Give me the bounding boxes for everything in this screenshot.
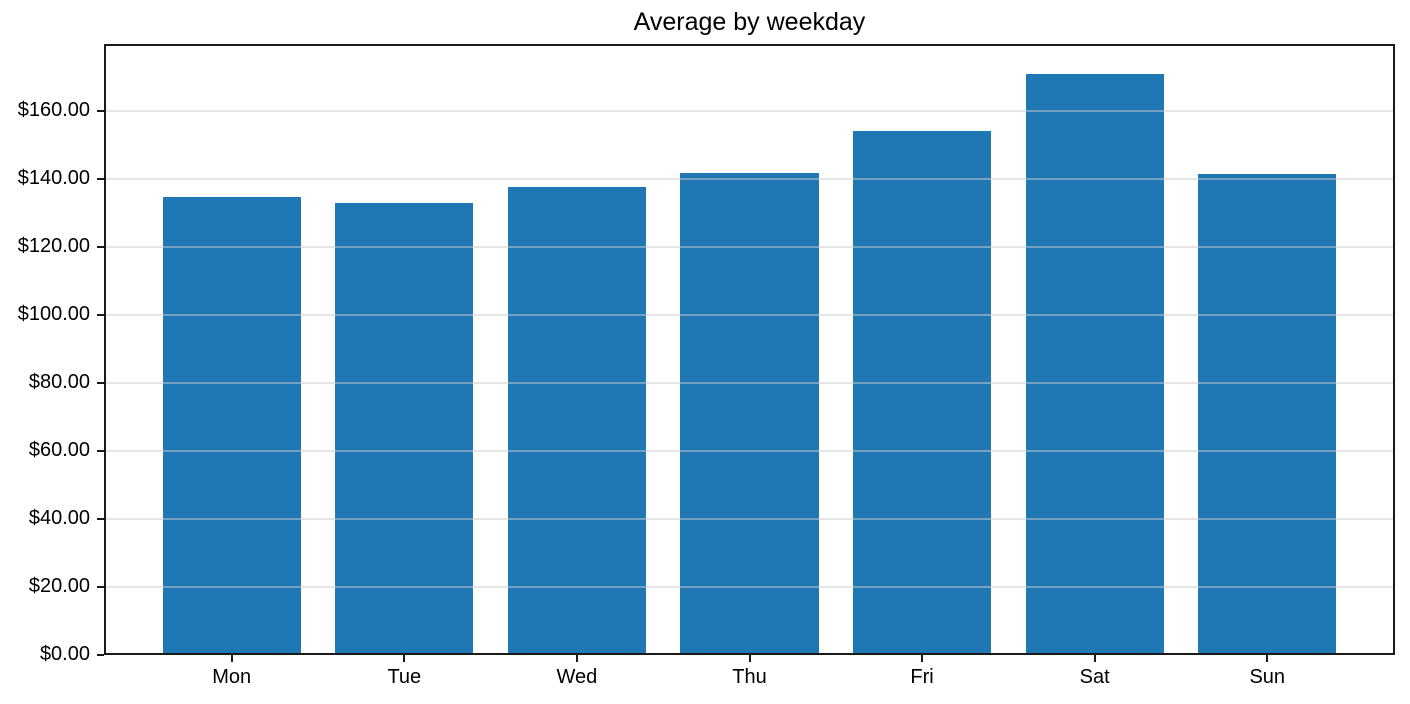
bar-sat [1025,73,1164,655]
y-axis-tick [97,178,104,181]
y-axis-tick-label: $40.00 [28,507,90,530]
y-axis-tick [97,382,104,385]
gridline [104,246,1395,249]
x-axis-tick-label: Thu [732,666,767,688]
x-axis-tick [1266,655,1269,662]
gridline [104,382,1395,385]
chart-title: Average by weekday [633,8,866,36]
y-axis-tick-label: $140.00 [17,167,90,190]
bar-tue [335,203,474,655]
bar-wed [507,186,646,655]
bar-sun [1198,173,1337,655]
x-axis-tick-label: Fri [910,666,934,688]
y-axis-tick-label: $0.00 [39,643,90,666]
gridline [104,110,1395,113]
bar-fri [853,130,992,655]
y-axis-tick-label: $80.00 [28,371,90,394]
gridline [104,314,1395,317]
bar-mon [162,197,301,655]
y-axis-tick [97,450,104,453]
x-axis-tick-label: Sat [1079,666,1110,688]
gridline [104,518,1395,521]
x-axis-tick-label: Wed [556,666,598,688]
x-axis-tick [230,655,233,662]
x-axis-tick [921,655,924,662]
x-axis-tick [1093,655,1096,662]
x-axis-tick [403,655,406,662]
gridline [104,586,1395,589]
x-axis-tick-label: Sun [1249,666,1286,688]
y-axis-tick [97,246,104,249]
x-axis-tick-label: Mon [212,666,252,688]
x-axis-tick-label: Tue [387,666,422,688]
y-axis-tick-label: $60.00 [28,439,90,462]
gridline [104,450,1395,453]
y-axis-tick [97,314,104,317]
y-axis-tick-label: $160.00 [17,99,90,122]
bar-thu [680,173,819,655]
y-axis-tick [97,654,104,656]
y-axis-tick [97,518,104,521]
y-axis-tick [97,586,104,589]
y-axis-tick-label: $100.00 [17,303,90,326]
y-axis-tick-label: $20.00 [28,575,90,598]
y-axis-tick [97,110,104,113]
x-axis-tick [748,655,751,662]
x-axis-tick [575,655,578,662]
gridline [104,178,1395,181]
y-axis-tick-label: $120.00 [17,235,90,258]
